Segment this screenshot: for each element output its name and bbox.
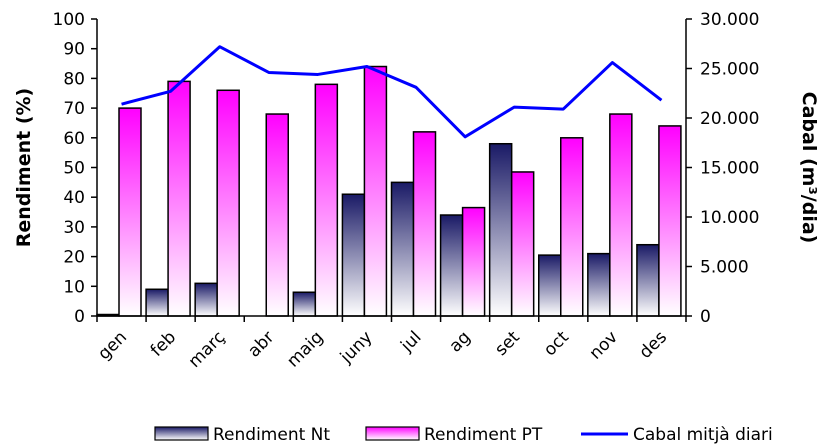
y2-tick-label-5: 20.000 (700, 109, 759, 129)
bars-group (96, 65, 682, 317)
bar-rendiment-nt-3 (194, 282, 218, 317)
x-tick-label-nov: nov (586, 327, 622, 363)
y-axis-title: Rendiment (%) (13, 88, 35, 247)
bar-rendiment-pt-2 (167, 80, 191, 317)
y-tick-label-50: 50 (63, 159, 85, 179)
y-tick-label-20: 20 (63, 248, 85, 268)
x-tick-label-juny: juny (336, 327, 377, 368)
bar-rendiment-nt-6 (341, 193, 366, 317)
bar-rendiment-pt-7 (412, 131, 437, 317)
bar-rendiment-pt-4 (265, 113, 289, 317)
bar-rendiment-pt-8 (461, 206, 486, 317)
x-tick-label-jul: jul (396, 327, 425, 356)
x-tick-label-maig: maig (283, 327, 327, 371)
legend-label-cabal: Cabal mitjà diari (633, 425, 773, 445)
x-tick-label-abr: abr (244, 327, 278, 361)
y-tick-label-90: 90 (63, 40, 85, 60)
bar-rendiment-nt-7 (390, 181, 415, 317)
bar-rendiment-nt-5 (292, 291, 317, 317)
bar-rendiment-pt-9 (510, 171, 535, 317)
legend-label-rendiment-pt: Rendiment PT (424, 425, 543, 445)
x-tick-label-oct: oct (540, 327, 573, 360)
y2-axis-title: Cabal (m³/dia) (798, 92, 820, 244)
line-cabal-mitja-diari (121, 45, 663, 139)
bar-rendiment-nt-2 (145, 288, 169, 317)
line-group (121, 45, 663, 139)
bar-rendiment-pt-1 (118, 107, 142, 317)
bar-rendiment-pt-6 (363, 65, 388, 317)
bar-rendiment-nt-12 (636, 243, 660, 317)
x-tick-label-març: març (185, 327, 230, 372)
y2-tick-label-2: 5.000 (700, 258, 749, 278)
bar-rendiment-pt-11 (609, 113, 633, 317)
y2-tick-label-4: 15.000 (700, 159, 759, 179)
legend-swatch-rendiment-pt (365, 426, 420, 441)
legend-label-rendiment-nt: Rendiment Nt (213, 425, 330, 445)
y2-tick-label-6: 25.000 (700, 60, 759, 80)
y2-tick-label-7: 30.000 (700, 10, 759, 30)
bar-rendiment-nt-8 (439, 214, 464, 317)
y-tick-label-10: 10 (63, 277, 85, 297)
y-tick-label-30: 30 (63, 218, 85, 238)
y-tick-label-80: 80 (63, 69, 85, 89)
y-tick-label-60: 60 (63, 129, 85, 149)
bar-rendiment-pt-10 (560, 137, 584, 317)
bar-rendiment-nt-10 (538, 254, 562, 317)
bar-rendiment-pt-5 (314, 83, 339, 317)
y-tick-label-70: 70 (63, 99, 85, 119)
y-tick-label-100: 100 (53, 10, 85, 30)
legend-swatch-rendiment-nt (154, 426, 209, 441)
bar-rendiment-pt-3 (216, 89, 240, 317)
y-tick-label-0: 0 (74, 307, 85, 327)
bar-rendiment-nt-9 (488, 142, 513, 317)
x-tick-label-set: set (491, 327, 524, 360)
y2-tick-label-1: 0 (700, 307, 711, 327)
x-tick-label-ag: ag (446, 327, 475, 356)
y-tick-label-40: 40 (63, 188, 85, 208)
y2-tick-label-3: 10.000 (700, 208, 759, 228)
x-tick-label-feb: feb (147, 327, 180, 360)
bar-rendiment-pt-12 (658, 125, 682, 317)
legend: Rendiment Nt Rendiment PT Cabal mitjà diar… (154, 425, 773, 445)
bar-rendiment-nt-11 (587, 252, 611, 317)
x-tick-label-des: des (636, 327, 672, 363)
axes-group (91, 18, 692, 322)
x-tick-label-gen: gen (94, 327, 131, 364)
